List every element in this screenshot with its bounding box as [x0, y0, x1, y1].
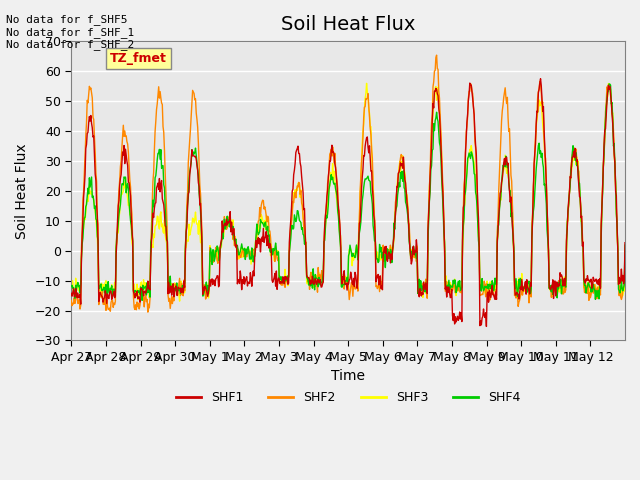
Text: No data for f_SHF5
No data for f_SHF_1
No data for f_SHF_2: No data for f_SHF5 No data for f_SHF_1 N…: [6, 14, 134, 50]
Y-axis label: Soil Heat Flux: Soil Heat Flux: [15, 143, 29, 239]
Title: Soil Heat Flux: Soil Heat Flux: [281, 15, 415, 34]
Legend: SHF1, SHF2, SHF3, SHF4: SHF1, SHF2, SHF3, SHF4: [171, 386, 525, 409]
X-axis label: Time: Time: [331, 370, 365, 384]
Text: TZ_fmet: TZ_fmet: [110, 52, 167, 65]
